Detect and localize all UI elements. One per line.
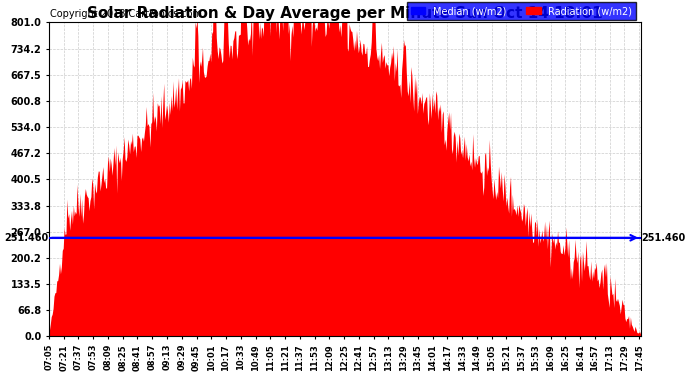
Legend: Median (w/m2), Radiation (w/m2): Median (w/m2), Radiation (w/m2) <box>407 2 636 20</box>
Title: Solar Radiation & Day Average per Minute Sun Oct 14 18:01: Solar Radiation & Day Average per Minute… <box>87 6 603 21</box>
Text: Copyright 2018 Cartronics.com: Copyright 2018 Cartronics.com <box>50 9 201 19</box>
Text: 251.460: 251.460 <box>4 233 48 243</box>
Text: 251.460: 251.460 <box>642 233 686 243</box>
